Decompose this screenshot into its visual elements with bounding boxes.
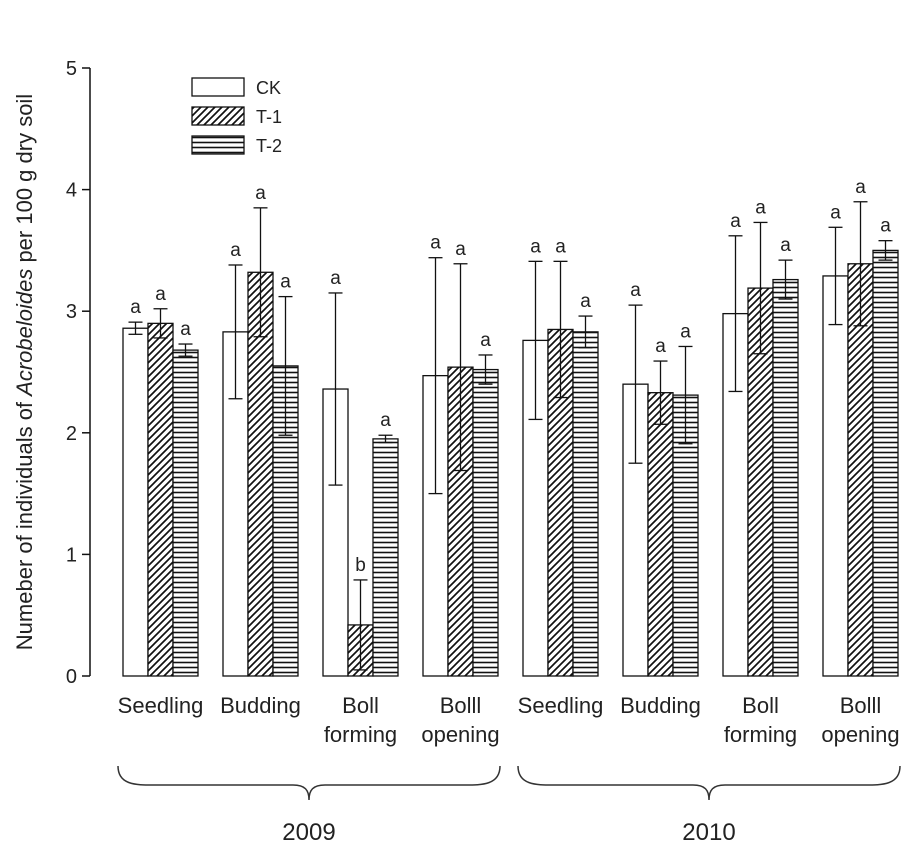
x-category-label-line: Bolll: [440, 693, 482, 718]
legend-swatch-t-1: [191, 106, 245, 126]
significance-letter: a: [680, 321, 691, 342]
significance-letter: a: [155, 284, 166, 305]
legend-label: CK: [256, 78, 281, 98]
significance-letter: a: [455, 239, 466, 260]
bar-t-1: [147, 322, 174, 677]
x-category-label: Boll forming: [724, 693, 797, 747]
significance-letter: a: [855, 177, 866, 198]
significance-letter: a: [655, 336, 666, 357]
bar-t-1: [647, 392, 674, 677]
legend-label: T-1: [256, 107, 282, 127]
significance-letter: a: [255, 183, 266, 204]
x-category-label: Bolll opening: [421, 693, 499, 747]
x-axis-labels: Seedling Budding Boll forming Bolll opening Se…: [118, 693, 900, 747]
significance-letter: a: [330, 268, 341, 289]
x-category-label: Budding: [620, 693, 701, 718]
category-group: a a a: [222, 183, 299, 677]
y-tick-label: 5: [66, 58, 77, 80]
y-axis-title-italic: Acrobeloides: [12, 269, 37, 398]
y-tick-label: 0: [66, 666, 77, 688]
category-group: aaa: [822, 177, 899, 677]
category-group: a b a: [322, 268, 399, 677]
bar-t-2: [172, 349, 199, 677]
bar-t-1: [247, 271, 274, 677]
y-tick-label: 4: [66, 180, 77, 202]
bar-ck: [822, 275, 849, 677]
x-category-label-line: opening: [821, 722, 899, 747]
x-category-label: Seedling: [518, 693, 604, 718]
y-axis-title-text-1: Numeber of individuals of: [12, 396, 37, 650]
x-category-label-line: Boll: [342, 693, 379, 718]
bar-t-2: [272, 365, 299, 677]
x-category-label-line: Seedling: [518, 693, 604, 718]
significance-letter: a: [830, 202, 841, 223]
bar-ck: [222, 331, 249, 677]
x-category-label: Seedling: [118, 693, 204, 718]
legend-swatch-ck: [191, 77, 245, 97]
significance-letter: a: [780, 235, 791, 256]
y-axis-title-text-2: per 100 g dry soil: [12, 94, 37, 269]
category-group: aaa: [622, 280, 699, 677]
y-tick-label: 3: [66, 301, 77, 323]
bar-t-2: [872, 249, 899, 677]
x-category-label: Boll forming: [324, 693, 397, 747]
x-category-label-line: Bolll: [840, 693, 882, 718]
x-category-label-line: opening: [421, 722, 499, 747]
legend: CK T-1 T-2: [191, 77, 282, 156]
significance-letter: a: [755, 197, 766, 218]
significance-letter: a: [880, 216, 891, 237]
group-brace: [117, 765, 501, 801]
y-axis: 0 1 2 3 4 5: [66, 58, 91, 688]
legend-swatch-t-2: [191, 135, 245, 155]
x-category-label-line: forming: [324, 722, 397, 747]
legend-label: T-2: [256, 136, 282, 156]
bar-t-2: [772, 278, 799, 677]
x-category-label-line: Seedling: [118, 693, 204, 718]
bar-ck: [122, 327, 149, 677]
significance-letter: a: [580, 291, 591, 312]
bar-t-2: [372, 438, 399, 677]
year-groups: 2009 2010: [117, 765, 901, 846]
bar-t-2: [572, 331, 599, 677]
significance-letter: a: [555, 236, 566, 257]
bar-t-1: [847, 263, 874, 677]
x-category-label-line: Budding: [620, 693, 701, 718]
significance-letter: a: [730, 211, 741, 232]
bar-t-2: [472, 368, 499, 677]
y-tick-label: 1: [66, 544, 77, 566]
significance-letter: a: [380, 410, 391, 431]
significance-letter: a: [130, 297, 141, 318]
category-group: aaa: [122, 284, 199, 677]
x-category-label: Bolll opening: [821, 693, 899, 747]
significance-letter: a: [630, 280, 641, 301]
significance-letter: a: [530, 236, 541, 257]
group-brace: [517, 765, 901, 801]
significance-letter: b: [355, 555, 366, 576]
significance-letter: a: [230, 240, 241, 261]
year-label: 2010: [682, 819, 735, 846]
x-category-label: Budding: [220, 693, 301, 718]
y-tick-label: 2: [66, 423, 77, 445]
x-category-label-line: forming: [724, 722, 797, 747]
y-axis-title: Numeber of individuals of Acrobeloides p…: [12, 94, 37, 650]
x-category-label-line: Budding: [220, 693, 301, 718]
significance-letter: a: [430, 233, 441, 254]
year-label: 2009: [282, 819, 335, 846]
significance-letter: a: [180, 319, 191, 340]
significance-letter: a: [280, 272, 291, 293]
category-group: aaa: [722, 197, 799, 677]
significance-letter: a: [480, 330, 491, 351]
x-category-label-line: Boll: [742, 693, 779, 718]
